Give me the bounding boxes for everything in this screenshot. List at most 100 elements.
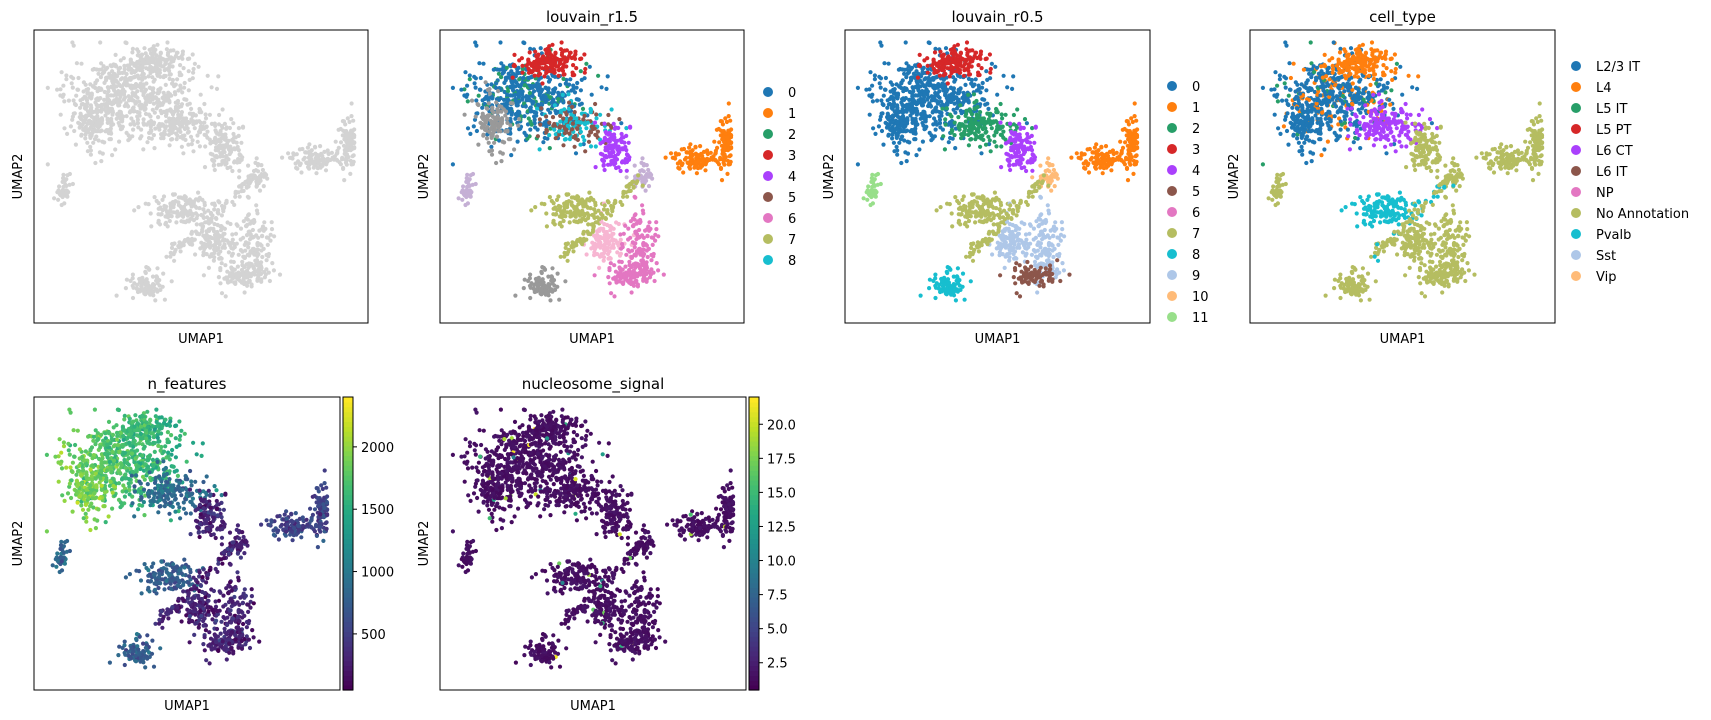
scatter-point: [958, 86, 963, 91]
scatter-point: [352, 133, 357, 138]
scatter-point: [160, 284, 165, 289]
scatter-point: [705, 156, 710, 161]
scatter-point: [617, 117, 622, 122]
scatter-point: [338, 162, 343, 167]
scatter-point: [639, 160, 644, 165]
scatter-point: [910, 116, 915, 121]
scatter-point: [152, 77, 157, 82]
scatter-point: [236, 126, 241, 131]
scatter-point: [130, 90, 135, 96]
scatter-point: [558, 47, 564, 52]
scatter-point: [532, 114, 537, 119]
scatter-point: [217, 239, 222, 244]
scatter-point: [551, 212, 556, 217]
scatter-point: [508, 123, 513, 128]
scatter-point: [635, 249, 640, 254]
scatter-point: [472, 74, 477, 79]
scatter-point: [216, 275, 221, 280]
scatter-point: [173, 82, 178, 87]
scatter-point: [197, 144, 202, 149]
scatter-point: [217, 256, 222, 261]
scatter-point: [642, 263, 647, 268]
scatter-point: [601, 226, 606, 231]
scatter-point: [246, 163, 251, 168]
scatter-point: [628, 125, 633, 130]
scatter-point: [961, 97, 966, 102]
scatter-point: [520, 63, 525, 68]
scatter-point: [104, 98, 109, 103]
scatter-point: [93, 160, 98, 166]
scatter-point: [210, 213, 215, 218]
scatter-point: [222, 276, 227, 281]
scatter-point: [167, 218, 172, 224]
scatter-point: [993, 64, 998, 69]
scatter-point: [556, 90, 561, 95]
scatter-point: [122, 63, 127, 68]
scatter-point: [569, 211, 574, 217]
scatter-point: [60, 179, 65, 184]
scatter-point: [325, 148, 330, 153]
scatter-point: [512, 52, 517, 58]
scatter-point: [899, 116, 904, 121]
scatter-point: [464, 179, 469, 184]
scatter-point: [123, 40, 128, 45]
scatter-point: [646, 224, 651, 229]
scatter-point: [344, 145, 349, 150]
scatter-point: [562, 250, 567, 255]
scatter-point: [247, 237, 253, 242]
scatter-point: [205, 129, 210, 134]
scatter-point: [67, 171, 72, 177]
scatter-point: [161, 271, 166, 276]
scatter-point: [144, 265, 149, 270]
scatter-point: [700, 156, 705, 161]
scatter-point: [921, 65, 926, 70]
scatter-point: [135, 73, 140, 78]
scatter-point: [117, 109, 122, 114]
scatter-point: [985, 77, 990, 82]
scatter-point: [728, 159, 733, 164]
scatter-point: [177, 127, 182, 132]
scatter-point: [688, 162, 693, 167]
scatter-point: [128, 278, 133, 283]
scatter-point: [148, 211, 153, 216]
scatter-point: [349, 138, 354, 144]
scatter-point: [621, 194, 626, 199]
scatter-point: [533, 61, 538, 66]
scatter-point: [74, 61, 79, 66]
scatter-point: [115, 112, 120, 117]
scatter-point: [101, 64, 106, 69]
scatter-point: [72, 111, 77, 116]
scatter-point: [70, 114, 75, 119]
scatter-point: [982, 97, 987, 102]
scatter-point: [720, 136, 726, 141]
scatter-point: [141, 93, 146, 98]
scatter-point: [206, 217, 212, 222]
scatter-point: [185, 218, 190, 223]
scatter-point: [228, 243, 233, 248]
scatter-point: [656, 268, 661, 273]
scatter-point: [308, 155, 313, 160]
scatter-point: [110, 110, 115, 115]
scatter-point: [307, 162, 312, 167]
scatter-point: [930, 96, 935, 101]
scatter-point: [460, 197, 465, 202]
scatter-point: [164, 47, 169, 52]
scatter-point: [549, 278, 554, 283]
scatter-point: [908, 129, 913, 134]
scatter-point: [123, 286, 128, 291]
scatter-point: [465, 201, 470, 206]
scatter-point: [462, 112, 467, 117]
scatter-point: [223, 201, 228, 206]
scatter-point: [497, 67, 502, 72]
scatter-point: [586, 231, 591, 236]
scatter-point: [554, 64, 559, 69]
scatter-point: [521, 286, 526, 291]
scatter-point: [630, 223, 636, 229]
scatter-point: [294, 165, 299, 170]
scatter-point: [61, 192, 67, 197]
scatter-point: [152, 146, 157, 151]
scatter-point: [233, 281, 238, 286]
scatter-point: [937, 114, 942, 119]
